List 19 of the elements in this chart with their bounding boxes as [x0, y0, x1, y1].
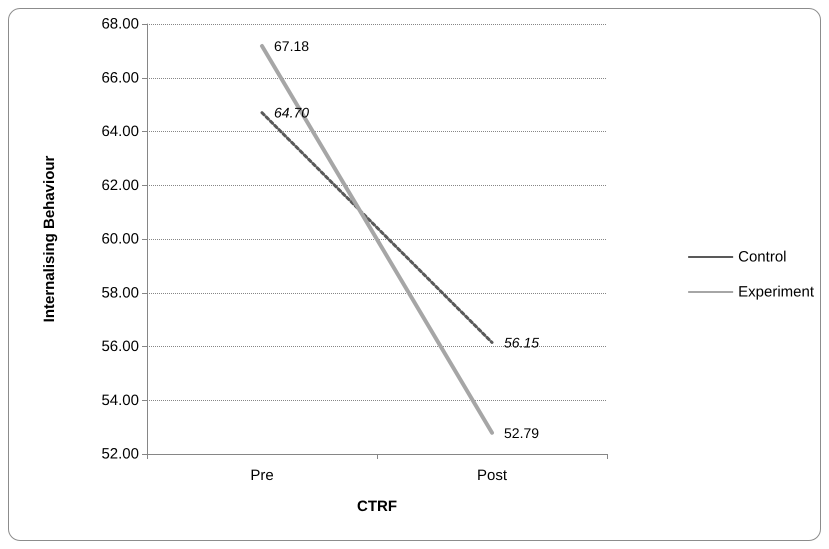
y-tick-label: 62.00 [101, 176, 139, 194]
y-tick-label: 64.00 [101, 123, 139, 140]
y-axis-title: Internalising Behaviour [41, 155, 58, 322]
y-tick-label: 66.00 [101, 69, 139, 86]
y-tick-label: 54.00 [101, 392, 139, 409]
x-axis-title: CTRF [357, 498, 397, 515]
y-tick-label: 56.00 [101, 338, 139, 355]
data-label: 64.70 [274, 104, 310, 121]
x-tick-label: Post [476, 467, 508, 484]
y-tick-label: 68.00 [101, 16, 139, 32]
legend-label: Control [738, 248, 786, 266]
data-label: 67.18 [274, 38, 310, 54]
x-tick-label: Pre [250, 467, 274, 484]
legend-label: Experiment [738, 284, 815, 300]
data-label: 56.15 [504, 334, 540, 350]
y-tick-label: 58.00 [101, 284, 139, 302]
data-label: 52.79 [504, 424, 540, 441]
y-tick-label: 52.00 [101, 446, 139, 462]
y-tick-label: 60.00 [101, 230, 139, 248]
